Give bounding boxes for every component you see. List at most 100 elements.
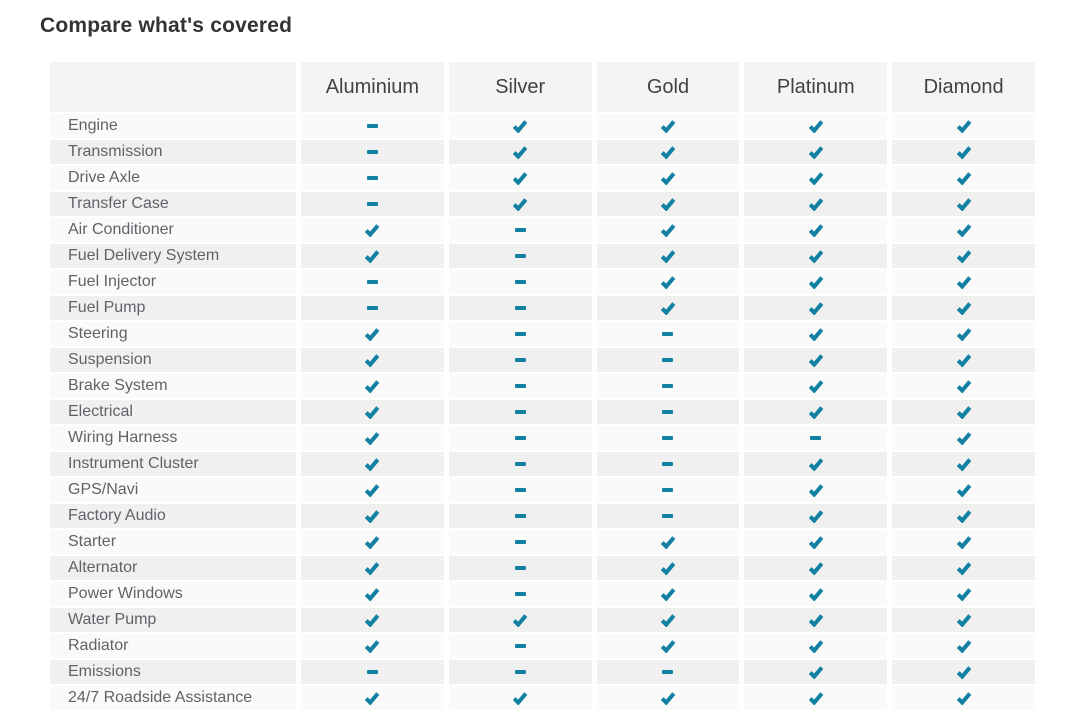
check-icon <box>956 328 971 341</box>
coverage-cell-diamond <box>892 140 1035 164</box>
coverage-cell-platinum <box>744 530 888 554</box>
check-icon <box>660 250 676 263</box>
check-icon <box>808 198 824 211</box>
check-icon <box>365 250 380 263</box>
dash-icon <box>662 332 674 336</box>
coverage-cell-aluminium <box>301 140 444 164</box>
row-label: Starter <box>50 530 296 554</box>
table-header-row: Aluminium Silver Gold Platinum Diamond <box>50 62 1035 112</box>
dash-icon <box>514 410 526 414</box>
check-icon <box>808 354 824 367</box>
check-icon <box>660 640 676 653</box>
coverage-cell-diamond <box>892 608 1035 632</box>
dash-icon <box>514 540 526 544</box>
coverage-cell-diamond <box>892 400 1035 424</box>
coverage-cell-diamond <box>892 322 1035 346</box>
coverage-cell-platinum <box>744 192 888 216</box>
dash-icon <box>366 670 378 674</box>
check-icon <box>365 380 380 393</box>
table-row-transfer-case: Transfer Case <box>50 192 1035 216</box>
coverage-cell-diamond <box>892 348 1035 372</box>
coverage-cell-diamond <box>892 686 1035 710</box>
coverage-cell-diamond <box>892 582 1035 606</box>
coverage-cell-aluminium <box>301 530 444 554</box>
check-icon <box>660 536 676 549</box>
coverage-cell-platinum <box>744 452 888 476</box>
coverage-cell-platinum <box>744 322 888 346</box>
coverage-cell-diamond <box>892 660 1035 684</box>
table-row-suspension: Suspension <box>50 348 1035 372</box>
check-icon <box>660 302 676 315</box>
row-label: Instrument Cluster <box>50 452 296 476</box>
page-title: Compare what's covered <box>40 14 293 37</box>
check-icon <box>660 614 676 627</box>
check-icon <box>956 172 971 185</box>
table-row-instrument-cluster: Instrument Cluster <box>50 452 1035 476</box>
check-icon <box>956 224 971 237</box>
check-icon <box>808 302 824 315</box>
table-row-fuel-injector: Fuel Injector <box>50 270 1035 294</box>
check-icon <box>512 614 528 627</box>
check-icon <box>512 120 528 133</box>
check-icon <box>956 614 971 627</box>
check-icon <box>808 458 824 471</box>
row-label: Fuel Pump <box>50 296 296 320</box>
coverage-cell-silver <box>448 452 592 476</box>
coverage-cell-gold <box>596 582 740 606</box>
coverage-cell-aluminium <box>301 504 444 528</box>
coverage-cell-gold <box>596 296 740 320</box>
coverage-cell-platinum <box>744 374 888 398</box>
check-icon <box>808 640 824 653</box>
table-row-starter: Starter <box>50 530 1035 554</box>
check-icon <box>808 614 824 627</box>
coverage-cell-gold <box>596 400 740 424</box>
coverage-cell-diamond <box>892 426 1035 450</box>
check-icon <box>365 328 380 341</box>
coverage-cell-diamond <box>892 504 1035 528</box>
coverage-cell-platinum <box>744 478 888 502</box>
check-icon <box>512 198 528 211</box>
coverage-cell-platinum <box>744 504 888 528</box>
coverage-cell-aluminium <box>301 608 444 632</box>
coverage-cell-silver <box>448 244 592 268</box>
coverage-cell-aluminium <box>301 374 444 398</box>
coverage-cell-aluminium <box>301 218 444 242</box>
coverage-cell-gold <box>596 634 740 658</box>
coverage-cell-aluminium <box>301 166 444 190</box>
dash-icon <box>662 358 674 362</box>
coverage-cell-silver <box>448 348 592 372</box>
coverage-cell-platinum <box>744 114 888 138</box>
check-icon <box>808 172 824 185</box>
dash-icon <box>514 670 526 674</box>
dash-icon <box>662 462 674 466</box>
check-icon <box>660 588 676 601</box>
coverage-cell-aluminium <box>301 400 444 424</box>
check-icon <box>808 224 824 237</box>
check-icon <box>808 276 824 289</box>
check-icon <box>956 250 971 263</box>
coverage-cell-diamond <box>892 166 1035 190</box>
table-row-alternator: Alternator <box>50 556 1035 580</box>
coverage-cell-aluminium <box>301 244 444 268</box>
coverage-cell-gold <box>596 478 740 502</box>
dash-icon <box>366 306 378 310</box>
dash-icon <box>514 592 526 596</box>
coverage-cell-platinum <box>744 608 888 632</box>
dash-icon <box>514 228 526 232</box>
check-icon <box>956 640 971 653</box>
coverage-cell-diamond <box>892 478 1035 502</box>
table-row-power-windows: Power Windows <box>50 582 1035 606</box>
coverage-cell-gold <box>596 426 740 450</box>
check-icon <box>956 120 971 133</box>
coverage-cell-silver <box>448 686 592 710</box>
row-label: Alternator <box>50 556 296 580</box>
dash-icon <box>514 332 526 336</box>
check-icon <box>956 276 971 289</box>
check-icon <box>808 666 824 679</box>
coverage-cell-aluminium <box>301 686 444 710</box>
coverage-cell-silver <box>448 608 592 632</box>
check-icon <box>808 692 824 705</box>
coverage-cell-diamond <box>892 556 1035 580</box>
table-row-air-conditioner: Air Conditioner <box>50 218 1035 242</box>
